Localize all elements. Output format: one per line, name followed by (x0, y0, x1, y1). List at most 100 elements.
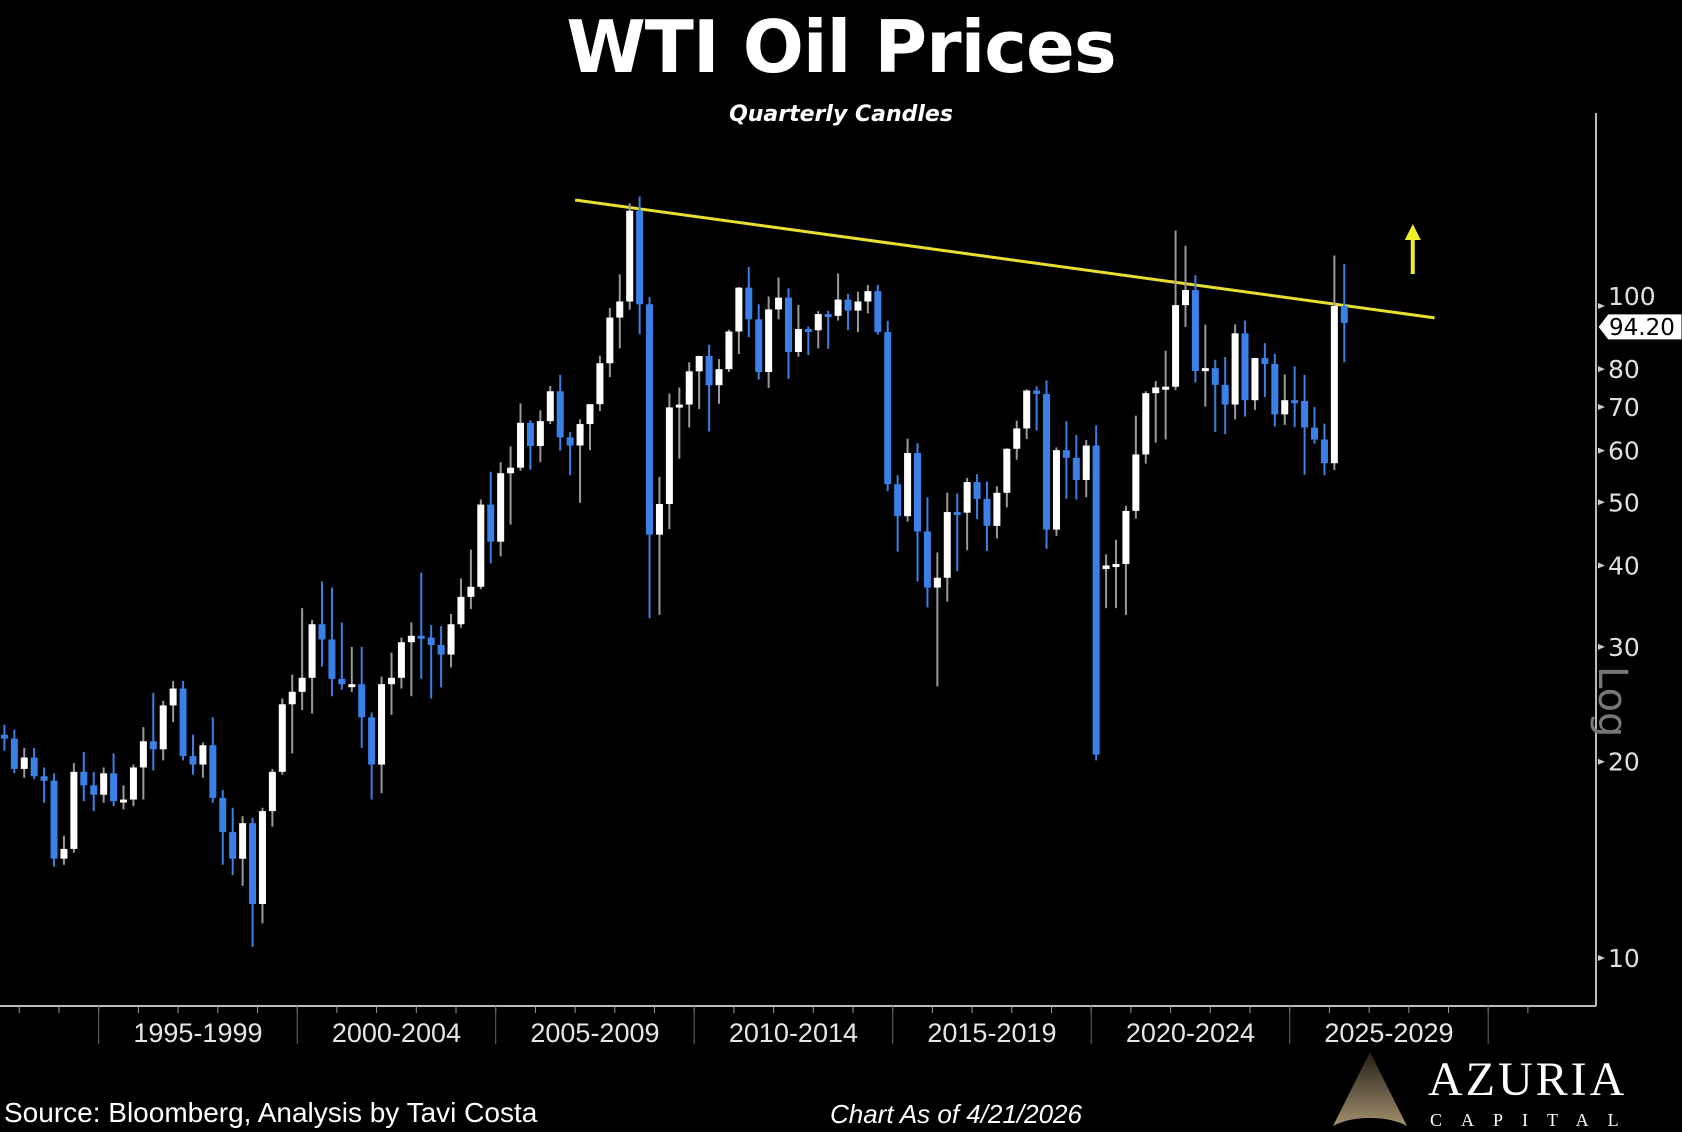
candle-down (189, 734, 197, 775)
candle-body (794, 328, 802, 353)
candle-body (308, 624, 316, 678)
candle-body (1003, 448, 1011, 493)
candle-down (110, 753, 118, 807)
candle-body (10, 738, 18, 769)
candle-body (616, 301, 624, 318)
candle-body (1181, 290, 1189, 306)
candle-body (20, 757, 28, 769)
candle-body (268, 771, 276, 812)
candle-up (407, 622, 415, 697)
logo-subtitle: CAPITAL (1430, 1110, 1638, 1130)
candle-up (239, 816, 247, 886)
candle-body (1211, 368, 1219, 385)
candle-down (1062, 421, 1070, 499)
candle-up (765, 296, 773, 388)
candle-down (149, 692, 157, 771)
candle-body (1162, 386, 1170, 390)
candle-down (824, 310, 832, 349)
candle-down (328, 587, 336, 697)
candle-body (755, 319, 763, 373)
candle-up (665, 393, 673, 529)
candle-body (179, 688, 187, 757)
candle-body (139, 741, 147, 768)
candle-up (993, 486, 1001, 539)
candle-up (695, 355, 703, 410)
y-tick (1598, 955, 1605, 961)
candle-body (110, 773, 118, 802)
candle-body (775, 297, 783, 310)
candle-up (378, 676, 386, 794)
candle-body (467, 586, 475, 597)
candle-body (1271, 363, 1279, 415)
y-tick-label: 70 (1608, 393, 1640, 422)
candle-down (804, 326, 812, 356)
candle-down (209, 717, 217, 803)
axes (0, 113, 1605, 1044)
candle-down (1291, 366, 1299, 428)
candle-body (149, 741, 157, 750)
candle-up (1003, 448, 1011, 508)
candle-up (1082, 439, 1090, 498)
candle-body (923, 531, 931, 588)
candle-up (1102, 554, 1110, 609)
y-tick-label: 20 (1608, 748, 1640, 777)
candle-body (1311, 427, 1319, 440)
candle-body (258, 811, 266, 905)
candle-body (933, 577, 941, 588)
candle-up (397, 637, 405, 689)
candle-down (40, 767, 48, 803)
candle-up (675, 387, 683, 459)
candle-down (318, 581, 326, 667)
candle-up (655, 476, 663, 615)
candle-up (447, 613, 455, 668)
candle-body (457, 596, 465, 625)
candle-up (477, 499, 485, 590)
y-tick (1598, 758, 1605, 765)
candle-body (725, 331, 733, 370)
candle-up (268, 768, 276, 827)
candle-down (1340, 263, 1348, 363)
candle-body (844, 299, 852, 311)
y-tick (1598, 562, 1605, 569)
candle-body (517, 422, 525, 468)
candle-body (40, 776, 48, 781)
candle-down (755, 304, 763, 380)
candle-body (209, 745, 217, 798)
candle-down (229, 807, 237, 876)
y-tick (1598, 643, 1605, 650)
candle-up (536, 410, 544, 463)
trendline-layer (574, 198, 1435, 320)
candle-body (100, 773, 108, 795)
x-tick-label: 2005-2009 (530, 1018, 659, 1048)
candle-up (497, 462, 505, 557)
y-tick-label: 80 (1608, 355, 1640, 384)
candle-down (219, 789, 227, 865)
candle-down (10, 729, 18, 774)
candle-up (616, 274, 624, 349)
candle-up (1281, 374, 1289, 425)
y-tick (1598, 303, 1605, 309)
candle-body (526, 422, 534, 446)
candle-down (358, 646, 366, 748)
candle-body (219, 797, 227, 833)
candle-body (745, 287, 753, 320)
arrow-up-icon (1404, 224, 1421, 274)
resistance-trendline (574, 198, 1435, 320)
candle-down (368, 712, 376, 800)
chart-subtitle: Quarterly Candles (729, 102, 953, 127)
candle-body (368, 717, 376, 765)
azuria-fan-logo-icon (1325, 1052, 1415, 1132)
candle-up (596, 355, 604, 412)
candle-body (298, 677, 306, 692)
candle-up (1152, 381, 1160, 443)
y-tick-label: 100 (1608, 282, 1656, 311)
chart-title: WTI Oil Prices (566, 5, 1116, 89)
candle-body (606, 317, 614, 364)
candle-body (159, 705, 167, 750)
candle-up (298, 608, 306, 711)
x-tick-label: 1995-1999 (133, 1018, 262, 1048)
candle-body (1172, 305, 1180, 387)
candle-up (576, 419, 584, 503)
candle-body (576, 424, 584, 446)
y-tick (1598, 499, 1605, 506)
